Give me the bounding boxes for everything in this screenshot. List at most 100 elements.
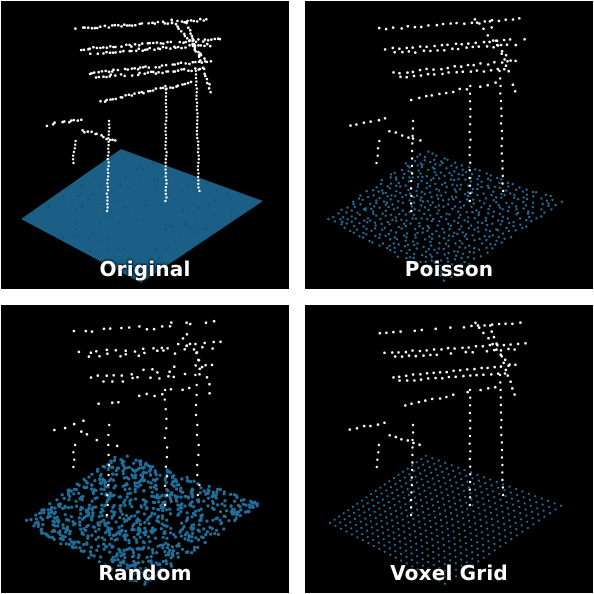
poisson-pole-point: [500, 107, 503, 110]
ground-point: [560, 200, 564, 203]
voxel-structure-point: [497, 322, 501, 326]
ground-point: [381, 525, 384, 528]
poisson-pole-point: [468, 176, 471, 180]
ground-point: [540, 208, 543, 211]
ground-point: [172, 479, 176, 483]
ground-point: [121, 469, 125, 473]
ground-point: [79, 549, 83, 553]
ground-point: [472, 482, 475, 486]
ground-point: [409, 539, 412, 542]
original-pole-point: [194, 69, 197, 73]
poisson-structure-point: [436, 49, 439, 52]
ground-point: [223, 499, 227, 503]
ground-point: [328, 521, 332, 524]
original-pole-point: [164, 189, 167, 192]
ground-point: [176, 503, 180, 507]
original-structure-point: [140, 22, 144, 25]
ground-point: [475, 494, 478, 497]
original-structure-point: [123, 23, 126, 27]
voxel-structure-point: [454, 375, 457, 379]
ground-point: [459, 545, 462, 548]
random-structure-point: [77, 350, 81, 354]
ground-point: [482, 550, 485, 553]
voxel-structure-point: [506, 374, 510, 377]
original-pole-point: [107, 140, 110, 143]
random-structure-point: [173, 352, 177, 355]
ground-point: [416, 568, 419, 571]
original-structure-point: [190, 69, 193, 73]
ground-point: [449, 506, 452, 509]
voxel-pole-point: [411, 461, 414, 464]
ground-texture-point: [107, 249, 110, 251]
ground-texture-point: [161, 256, 163, 259]
ground-point: [537, 513, 540, 516]
original-structure-point: [140, 42, 144, 45]
ground-point: [143, 503, 147, 507]
ground-point: [131, 554, 136, 558]
ground-point: [106, 521, 110, 525]
random-structure-point: [120, 374, 124, 377]
ground-point: [90, 472, 94, 476]
ground-point: [64, 530, 68, 534]
ground-point: [419, 472, 422, 475]
voxel-structure-point: [511, 387, 514, 390]
ground-point: [149, 514, 153, 518]
ground-point: [442, 247, 445, 251]
ground-point: [168, 495, 172, 499]
ground-point: [402, 524, 405, 527]
ground-point: [130, 505, 134, 509]
ground-point: [234, 494, 239, 498]
original-structure-point: [127, 93, 131, 96]
ground-point: [373, 227, 377, 230]
random-structure-point: [102, 380, 105, 383]
ground-point: [380, 179, 383, 182]
ground-point: [437, 506, 441, 509]
ground-point: [438, 566, 441, 569]
ground-point: [134, 538, 138, 542]
random-structure-point: [95, 350, 98, 353]
original-pole-point: [164, 158, 167, 161]
ground-point: [147, 469, 152, 473]
original-structure-point: [169, 40, 173, 44]
voxel-structure-point: [519, 321, 522, 324]
original-structure-point: [154, 72, 158, 75]
ground-point: [138, 576, 142, 580]
poisson-structure-point: [355, 123, 358, 126]
original-structure-point: [165, 46, 168, 49]
ground-point: [229, 504, 233, 508]
ground-point: [146, 464, 150, 468]
voxel-structure-point: [441, 377, 444, 380]
ground-point: [199, 486, 203, 490]
ground-point: [73, 522, 77, 526]
ground-point: [548, 512, 552, 515]
ground-point: [386, 246, 389, 250]
ground-point: [141, 476, 145, 480]
ground-point: [375, 523, 378, 526]
ground-point: [429, 525, 432, 529]
random-structure-point: [161, 392, 164, 396]
ground-point: [412, 201, 416, 204]
poisson-structure-point: [413, 25, 417, 29]
ground-point: [492, 190, 495, 193]
ground-texture-point: [188, 184, 191, 186]
ground-point: [548, 505, 551, 509]
ground-texture-point: [119, 183, 122, 186]
original-pole-point: [164, 133, 168, 136]
ground-texture-point: [128, 269, 131, 271]
ground-texture-point: [144, 205, 147, 207]
ground-point: [431, 267, 434, 271]
ground-point: [99, 555, 103, 559]
ground-point: [505, 201, 508, 205]
ground-point: [494, 502, 497, 505]
voxel-structure-point: [461, 346, 464, 350]
ground-point: [145, 555, 149, 559]
voxel-structure-point: [462, 374, 465, 378]
ground-point: [416, 164, 419, 167]
ground-texture-point: [78, 194, 81, 197]
ground-point: [400, 512, 403, 515]
original-pole-point: [107, 164, 110, 168]
ground-point: [371, 241, 374, 244]
ground-point: [439, 259, 443, 262]
poisson-structure-point: [411, 137, 415, 140]
ground-point: [490, 517, 493, 520]
